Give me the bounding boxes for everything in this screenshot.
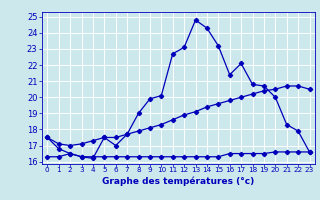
X-axis label: Graphe des températures (°c): Graphe des températures (°c) — [102, 176, 254, 186]
